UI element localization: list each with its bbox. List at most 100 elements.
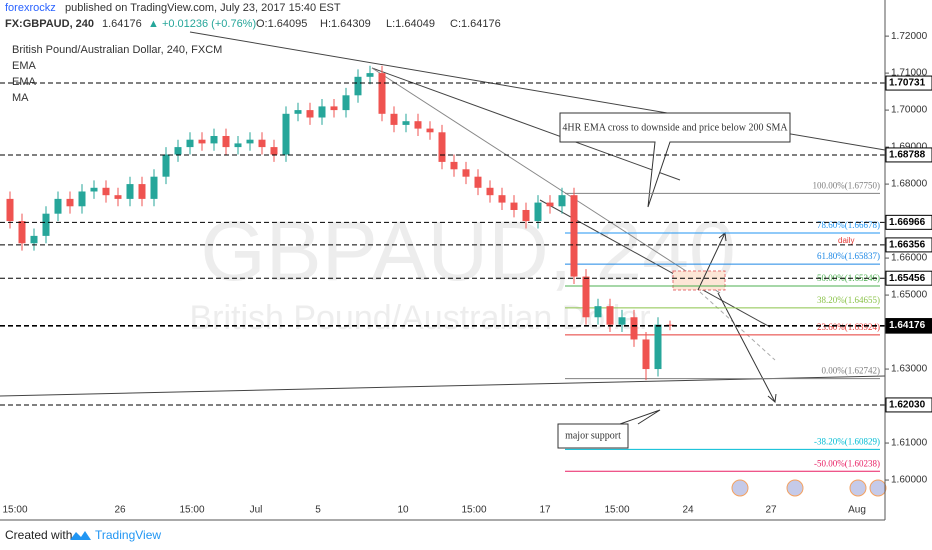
candle-body [594,306,602,318]
y-tick-label: 1.60000 [891,475,928,486]
drawings [0,31,886,449]
callout [559,112,791,208]
annotation: daily [838,236,854,245]
y-tick-label: 1.65000 [891,290,928,301]
header-bg [0,0,300,30]
legend-title: British Pound/Australian Dollar, 240, FX… [12,44,222,56]
candle-body [150,176,158,199]
candle-body [138,184,146,199]
event-icons [731,479,887,497]
zone [672,270,726,291]
author[interactable]: forexrockz [5,2,56,14]
candle-body [558,195,566,207]
symbol: FX:GBPAUD, 240 [5,18,94,30]
annotation: major support [565,430,621,441]
low: L:1.64049 [386,18,435,30]
candle-body [18,221,26,244]
fib-label: -38.20%(1.60829) [814,436,880,446]
x-tick-label: 5 [315,505,321,516]
event-icon [786,479,804,497]
level-box [885,214,932,230]
candle-body [498,195,506,203]
x-tick-label: 15:00 [2,505,27,516]
x-tick-label: 15:00 [604,505,629,516]
candle-body [606,306,614,325]
candle-body [90,187,98,192]
candle-body [102,187,110,196]
candle-body [210,135,218,144]
candle-body [486,187,494,196]
candle-body [366,73,374,77]
open: O:1.64095 [256,18,307,30]
x-tick-label: 15:00 [461,505,486,516]
candle-body [618,317,626,325]
candle-body [654,324,662,370]
level-label: 1.66356 [889,240,926,251]
fib-label: 78.60%(1.66678) [817,220,880,230]
candle-body [546,202,554,207]
support-line [0,375,886,397]
arrow [717,292,776,403]
candle-body [126,184,134,199]
candle-body [342,95,350,111]
level-box [885,75,932,91]
watermark: GBPAUD, 240 [200,204,735,298]
level-box [885,147,932,163]
arrow [697,232,726,291]
candle-body [582,276,590,318]
arrow-head [767,393,777,403]
candle-body [174,147,182,155]
level-label: 1.66966 [889,217,926,228]
candle-body [438,132,446,162]
fib-label: 23.60%(1.63924) [817,322,880,332]
candle-body [450,161,458,170]
candle-body [462,169,470,177]
fib-label: 61.80%(1.65837) [817,251,880,261]
level-box [885,318,932,334]
level-box [885,270,932,286]
time-labels: 15:00 26 15:00 Jul 5 10 15:00 17 15:00 24 27 Aug [2,505,865,516]
fib-label: 0.00%(1.62742) [822,366,881,376]
trend-line [371,67,681,181]
fib-label: 100.00%(1.67750) [813,180,881,190]
candle-body [474,176,482,188]
close: C:1.64176 [450,18,501,30]
fib-label: 38.20%(1.64655) [817,295,880,305]
candle-body [642,339,650,370]
candle-body [522,209,530,222]
annotation: 4HR EMA cross to downside and price belo… [562,122,788,133]
x-tick-label: 10 [397,505,409,516]
candle-body [42,213,50,236]
candle-body [162,154,170,177]
published: published on TradingView.com, July 23, 2… [65,2,341,14]
candles [6,65,674,381]
x-tick-label: Jul [250,505,263,516]
y-tick-label: 1.63000 [891,364,928,375]
candle-body [294,110,302,114]
candle-body [234,143,242,148]
y-tick-label: 1.71000 [891,68,928,79]
x-tick-label: 17 [539,505,551,516]
footer-brand[interactable]: TradingView [95,528,161,542]
candle-body [306,110,314,118]
candle-body [258,139,266,148]
candle-body [666,324,674,326]
candle-body [354,76,362,96]
candle-body [282,113,290,155]
x-tick-label: 15:00 [179,505,204,516]
y-tick-label: 1.61000 [891,438,928,449]
legend-item: MA [12,92,29,104]
candle-body [426,128,434,133]
x-tick-label: 27 [765,505,777,516]
legend-item: EMA [12,76,37,88]
fib-label: -50.00%(1.60238) [814,458,880,468]
level-label: 1.62030 [889,400,926,411]
candle-body [186,139,194,148]
candle-body [534,202,542,222]
y-tick-label: 1.69000 [891,142,928,153]
level-label: 1.64176 [889,320,926,331]
candle-body [246,139,254,144]
event-icon [869,479,887,497]
